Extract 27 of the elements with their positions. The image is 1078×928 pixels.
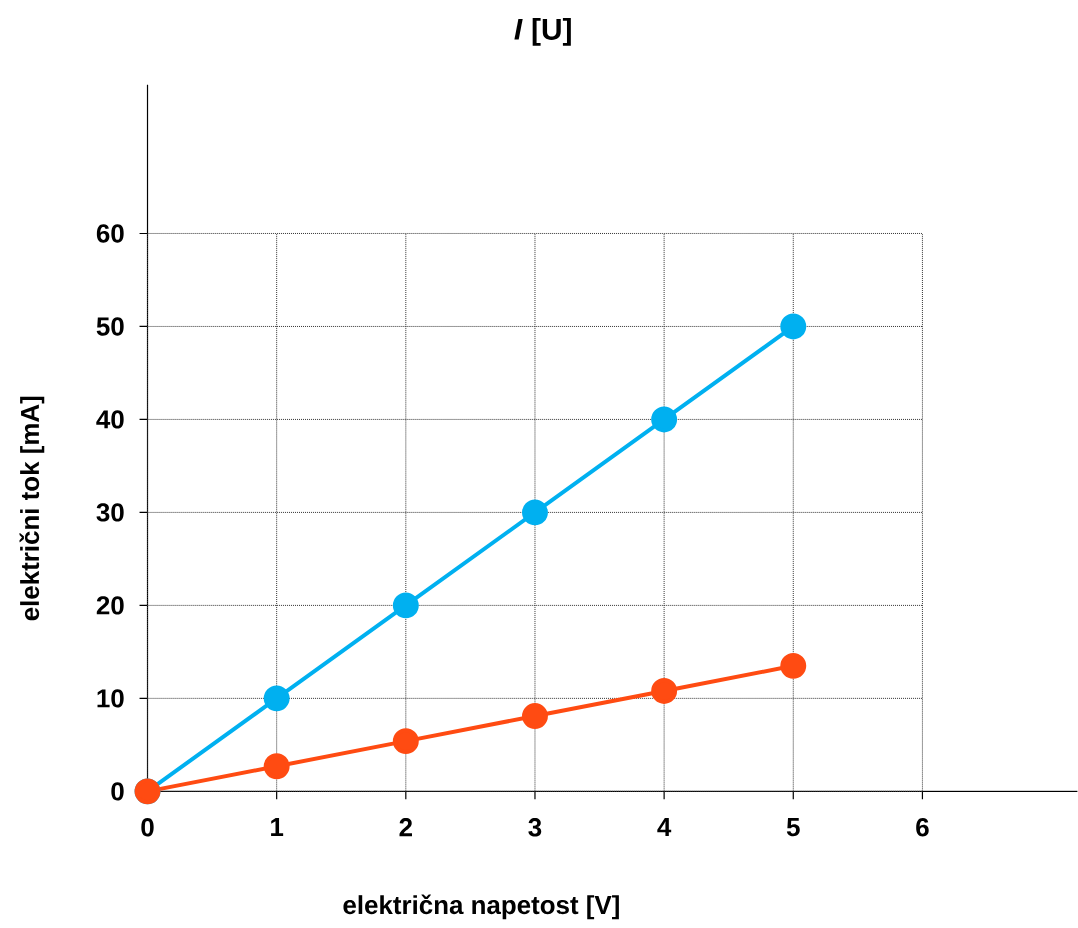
- point: [392, 728, 419, 755]
- y-tick-label: 60: [96, 224, 124, 243]
- chart-title: I [U]: [514, 17, 571, 46]
- point: [522, 703, 548, 730]
- x-tick-label: 4: [657, 818, 672, 836]
- x-tick-label: 3: [528, 818, 542, 837]
- y-tick-label: 50: [96, 317, 124, 336]
- x-tick-label: 1: [271, 818, 284, 836]
- point: [780, 313, 807, 340]
- point: [522, 499, 548, 526]
- point: [263, 685, 290, 712]
- x-axis-title: električna napetost [V]: [343, 894, 619, 920]
- y-axis-title: električni tok [mA]: [19, 396, 45, 621]
- x-tick-label: 0: [141, 818, 154, 837]
- point: [651, 677, 678, 704]
- y-tick-label: 0: [111, 782, 124, 801]
- y-tick-label: 10: [97, 689, 124, 708]
- x-tick-label: 2: [399, 818, 412, 837]
- x-tick-label: 6: [916, 818, 929, 837]
- y-tick-label: 40: [96, 410, 124, 429]
- y-tick-label: 30: [96, 503, 124, 522]
- point: [780, 652, 807, 679]
- y-tick-label: 20: [96, 596, 124, 615]
- point: [263, 753, 290, 780]
- point: [651, 406, 678, 433]
- point: [392, 592, 419, 619]
- x-tick-label: 5: [786, 818, 800, 837]
